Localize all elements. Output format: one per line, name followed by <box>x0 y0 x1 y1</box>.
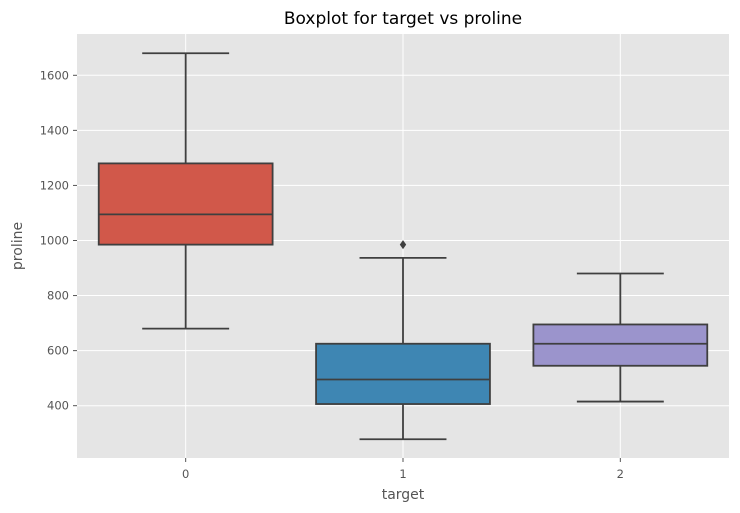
x-axis-label: target <box>382 487 425 503</box>
box-iqr <box>97 162 274 246</box>
x-tick-label-1: 1 <box>399 467 406 481</box>
outlier-point <box>399 240 407 250</box>
y-tick-label-1400: 1400 <box>40 123 69 137</box>
x-tick-label-0: 0 <box>182 467 189 481</box>
y-tick-label-400: 400 <box>47 399 69 413</box>
x-axis-ticks: 0 1 2 <box>182 458 624 481</box>
box-iqr <box>315 342 491 405</box>
box-group-2 <box>532 272 709 403</box>
y-tick-label-1600: 1600 <box>40 68 69 82</box>
box-group-1 <box>315 240 491 441</box>
x-tick-label-2: 2 <box>617 467 624 481</box>
boxes <box>97 52 709 441</box>
y-tick-label-1000: 1000 <box>40 233 69 247</box>
y-axis-label: proline <box>10 222 26 270</box>
box-group-0 <box>97 52 274 330</box>
y-axis-ticks: 400 600 800 1000 1200 1400 1600 <box>40 68 77 413</box>
box-iqr <box>532 323 709 367</box>
y-tick-label-600: 600 <box>47 344 69 358</box>
y-tick-label-800: 800 <box>47 289 69 303</box>
y-tick-label-1200: 1200 <box>40 178 69 192</box>
chart-title: Boxplot for target vs proline <box>284 9 522 29</box>
